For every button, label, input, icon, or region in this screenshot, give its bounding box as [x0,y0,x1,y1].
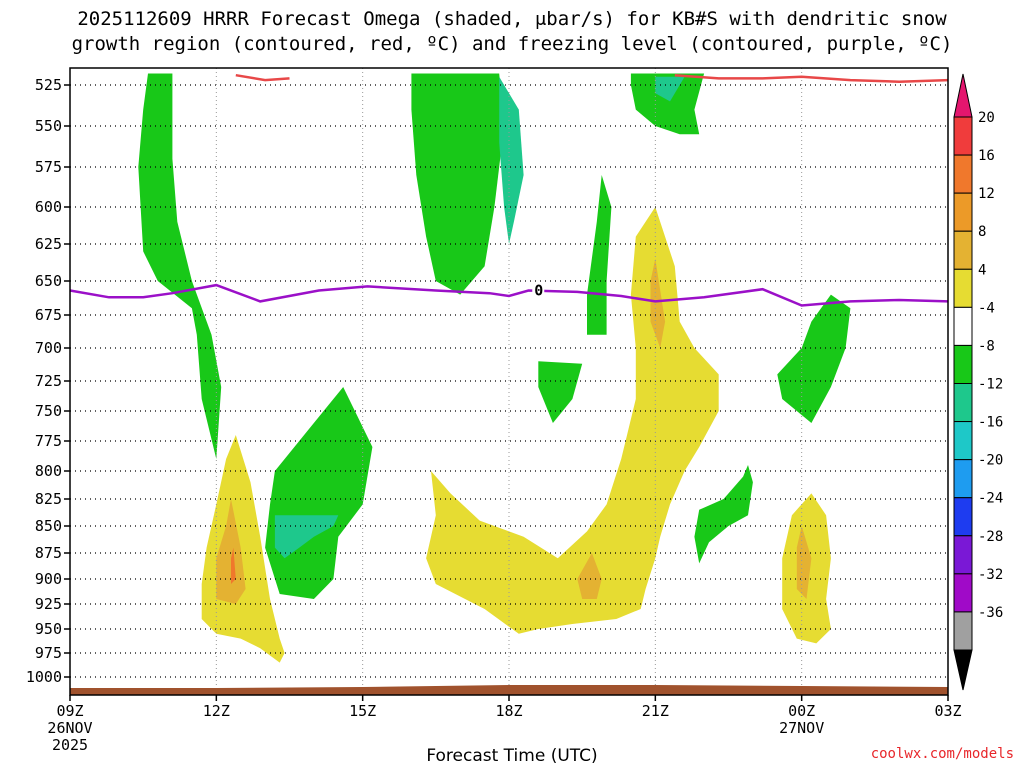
colorbar-box-6 [953,344,973,384]
freezing-level-line [69,283,949,307]
colorbar-box-0 [953,116,973,156]
colorbar-box-13 [953,611,973,651]
y-tick-label-575: 575 [35,158,62,176]
x-tick-label-03Z: 03Z [934,702,961,720]
x-tick-label-12Z: 12Z [203,702,230,720]
y-tick-label-650: 650 [35,272,62,290]
colorbar: 20 16 12 8 4 -4 -8 -12 -16 -20 -24 -28 -32 -36 [953,73,1003,691]
x-tick-label-21Z: 21Z [642,702,669,720]
y-tick-label-925: 925 [35,595,62,613]
x-tick-date-09Z: 26NOV [47,719,92,737]
colorbar-label-13: -36 [978,605,1003,621]
omega-pos-region-1 [216,499,246,604]
colorbar-label-11: -28 [978,529,1003,545]
y-tick-label-900: 900 [35,570,62,588]
colorbar-box-8 [953,421,973,461]
chart-title-line1: 2025112609 HRRR Forecast Omega (shaded, … [77,8,947,30]
x-tick-date-00Z: 27NOV [779,719,824,737]
freezing-level-label: 0 [534,282,543,300]
y-tick-label-675: 675 [35,306,62,324]
x-tick-year-09Z: 2025 [52,736,88,754]
plot-area: 0 [69,68,949,695]
colorbar-bottom-arrow [953,649,973,691]
colorbar-label-5: -4 [978,300,995,316]
y-tick-label-825: 825 [35,490,62,508]
colorbar-box-2 [953,192,973,232]
colorbar-box-1 [953,154,973,194]
chart-title-line2: growth region (contoured, red, ºC) and f… [71,33,953,55]
y-tick-label-775: 775 [35,432,62,450]
colorbar-label-1: 16 [978,148,995,164]
credit-text: coolwx.com/models [870,746,1014,762]
x-tick-label-09Z: 09Z [56,702,83,720]
y-tick-label-550: 550 [35,117,62,135]
colorbar-box-5 [953,306,973,346]
x-axis-label: Forecast Time (UTC) [426,746,598,766]
y-tick-label-525: 525 [35,76,62,94]
colorbar-label-7: -12 [978,377,1003,393]
colorbar-label-10: -24 [978,491,1003,507]
omega-region-6 [538,361,583,423]
y-tick-label-850: 850 [35,517,62,535]
omega-pos-region-7 [796,526,812,599]
omega-region-10 [777,294,851,423]
colorbar-label-4: 4 [978,262,986,278]
omega-region-7 [265,387,373,599]
x-tick-label-00Z: 00Z [788,702,815,720]
y-tick-label-975: 975 [35,644,62,662]
colorbar-box-7 [953,383,973,423]
omega-region-1 [411,73,505,295]
omega-region-0 [138,73,222,459]
freezing-label-bg [532,283,545,298]
dgz-contour-b [674,73,949,83]
omega-region-2 [499,76,524,244]
y-tick-label-725: 725 [35,372,62,390]
colorbar-box-9 [953,459,973,499]
y-tick-label-700: 700 [35,339,62,357]
x-tick-label-15Z: 15Z [349,702,376,720]
surface-terrain [70,685,948,695]
colorbar-top-arrow [953,73,973,118]
omega-region-9 [694,465,753,564]
colorbar-box-12 [953,573,973,613]
omega-pos-region-0 [201,435,285,663]
y-tick-label-950: 950 [35,620,62,638]
colorbar-label-0: 20 [978,110,995,126]
omega-pos-region-3 [426,207,719,634]
omega-region-3 [630,73,705,135]
omega-pos-region-4 [650,258,666,348]
omega-pos-region-5 [577,553,602,599]
y-tick-label-875: 875 [35,544,62,562]
colorbar-box-11 [953,535,973,575]
colorbar-label-3: 8 [978,224,986,240]
omega-region-4 [655,76,685,102]
colorbar-label-12: -32 [978,567,1003,583]
axes: 525 550 575 600 625 650 675 700 725 750 775 800 825 8… [26,67,962,754]
y-tick-label-800: 800 [35,462,62,480]
colorbar-label-9: -20 [978,453,1003,469]
y-tick-label-600: 600 [35,198,62,216]
dgz-contour-a [235,73,290,82]
colorbar-label-8: -16 [978,415,1003,431]
colorbar-box-10 [953,497,973,537]
colorbar-box-4 [953,268,973,308]
colorbar-box-3 [953,230,973,270]
colorbar-label-2: 12 [978,186,995,202]
x-tick-label-18Z: 18Z [495,702,522,720]
y-tick-label-750: 750 [35,402,62,420]
omega-region-5 [587,175,612,335]
y-tick-label-1000: 1000 [26,668,62,686]
colorbar-label-6: -8 [978,338,995,354]
y-tick-label-625: 625 [35,235,62,253]
omega-pos-region-2 [231,547,236,584]
